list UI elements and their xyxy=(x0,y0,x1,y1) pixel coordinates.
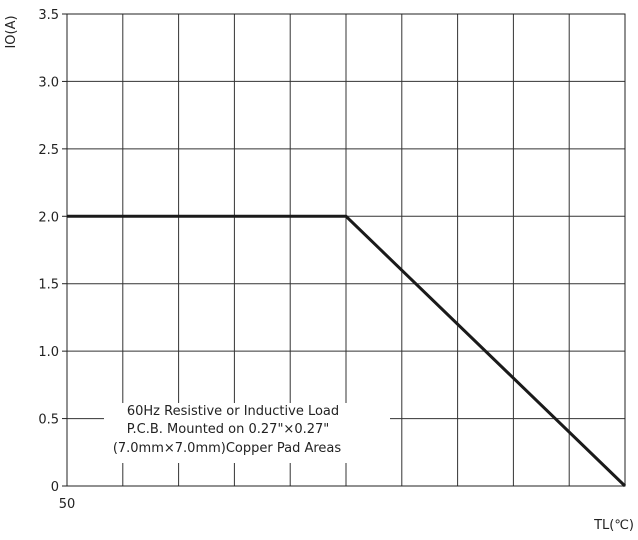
y-tick-label: 1.5 xyxy=(38,278,59,293)
series-line xyxy=(67,214,627,488)
series-layer xyxy=(67,214,627,488)
x-axis-title: TL(℃) xyxy=(593,518,634,533)
y-tick-label: 3.0 xyxy=(38,75,59,90)
y-axis-title: IO(A) xyxy=(4,15,19,48)
plot-frame xyxy=(66,13,626,487)
y-tick-label: 3.5 xyxy=(38,8,59,23)
y-tick-label: 2.0 xyxy=(38,210,59,225)
annotation-box xyxy=(104,403,390,463)
x-tick-label: 50 xyxy=(59,497,76,512)
annotation-line-3: (7.0mm×7.0mm)Copper Pad Areas xyxy=(113,441,342,456)
y-tick-label: 0 xyxy=(51,480,59,495)
y-axis: 0 0.5 1.0 1.5 2.0 2.5 3.0 3.5 xyxy=(38,8,67,495)
y-tick-label: 0.5 xyxy=(38,413,59,428)
annotation-line-2: P.C.B. Mounted on 0.27"×0.27" xyxy=(127,422,330,437)
x-axis: 50 xyxy=(59,497,76,512)
y-tick-label: 1.0 xyxy=(38,345,59,360)
y-tick-label: 2.5 xyxy=(38,143,59,158)
annotation-line-1: 60Hz Resistive or Inductive Load xyxy=(127,404,339,419)
